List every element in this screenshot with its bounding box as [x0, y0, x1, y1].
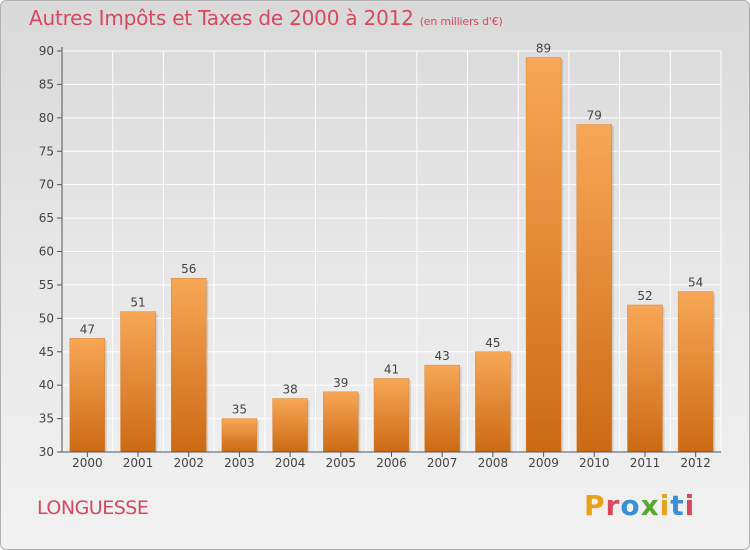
- y-tick-label: 60: [39, 245, 54, 259]
- x-tick-label: 2000: [72, 456, 103, 470]
- chart-subtitle: (en milliers d'€): [419, 15, 503, 28]
- bar-2003: [221, 418, 258, 453]
- bar-2009: [525, 57, 562, 453]
- logo-letter: r: [605, 489, 621, 522]
- x-tick-label: 2006: [376, 456, 407, 470]
- data-label: 54: [688, 276, 703, 290]
- data-label: 45: [485, 336, 500, 350]
- bar-2007: [424, 364, 460, 453]
- data-label: 41: [384, 362, 399, 376]
- logo-letter: x: [640, 489, 660, 522]
- y-tick-label: 65: [39, 211, 54, 225]
- commune-name: LONGUESSE: [37, 497, 149, 519]
- x-tick-label: 2005: [326, 456, 357, 470]
- x-tick-label: 2002: [173, 456, 204, 470]
- bar-2008: [475, 351, 511, 453]
- data-label: 43: [435, 349, 450, 363]
- x-tick-label: 2011: [630, 456, 661, 470]
- data-label: 35: [232, 403, 247, 417]
- y-tick-label: 35: [39, 412, 54, 426]
- x-tick-label: 2010: [579, 456, 610, 470]
- logo-letter: o: [620, 489, 641, 522]
- x-tick-label: 2001: [123, 456, 154, 470]
- y-tick-label: 40: [39, 378, 54, 392]
- data-label: 56: [181, 262, 196, 276]
- data-label: 79: [587, 109, 602, 123]
- bar-2006: [373, 378, 410, 453]
- data-label: 51: [130, 296, 145, 310]
- x-tick-label: 2009: [528, 456, 559, 470]
- data-label: 38: [282, 383, 297, 397]
- data-label: 39: [333, 376, 348, 390]
- proxiti-logo: Proxiti: [584, 489, 695, 522]
- chart-title: Autres Impôts et Taxes de 2000 à 2012 (en…: [29, 6, 503, 30]
- y-tick-label: 90: [39, 44, 54, 58]
- data-label: 89: [536, 42, 551, 56]
- bar-2010: [576, 124, 613, 453]
- y-tick-label: 45: [39, 345, 54, 359]
- bar-2002: [170, 277, 207, 453]
- logo-letter: P: [584, 489, 606, 522]
- logo-letter: t: [670, 489, 685, 522]
- y-tick-label: 75: [39, 144, 54, 158]
- bar-2011: [627, 304, 663, 453]
- x-tick-label: 2007: [427, 456, 458, 470]
- y-tick-label: 50: [39, 311, 54, 325]
- bar-2012: [677, 291, 714, 453]
- x-tick-label: 2012: [680, 456, 711, 470]
- logo-letter: i: [684, 489, 696, 522]
- bar-2001: [120, 311, 156, 453]
- y-tick-label: 85: [39, 77, 54, 91]
- bar-2005: [323, 391, 359, 453]
- y-tick-label: 55: [39, 278, 54, 292]
- x-tick-label: 2003: [224, 456, 255, 470]
- y-tick-label: 30: [39, 445, 54, 459]
- y-tick-label: 80: [39, 111, 54, 125]
- chart-title-text: Autres Impôts et Taxes de 2000 à 2012: [29, 6, 414, 30]
- data-label: 47: [80, 322, 95, 336]
- x-tick-label: 2008: [478, 456, 509, 470]
- bar-2000: [69, 338, 106, 453]
- y-tick-label: 70: [39, 178, 54, 192]
- x-tick-label: 2004: [275, 456, 306, 470]
- bar-2004: [272, 398, 308, 453]
- data-label: 52: [637, 289, 652, 303]
- logo-letter: i: [659, 489, 671, 522]
